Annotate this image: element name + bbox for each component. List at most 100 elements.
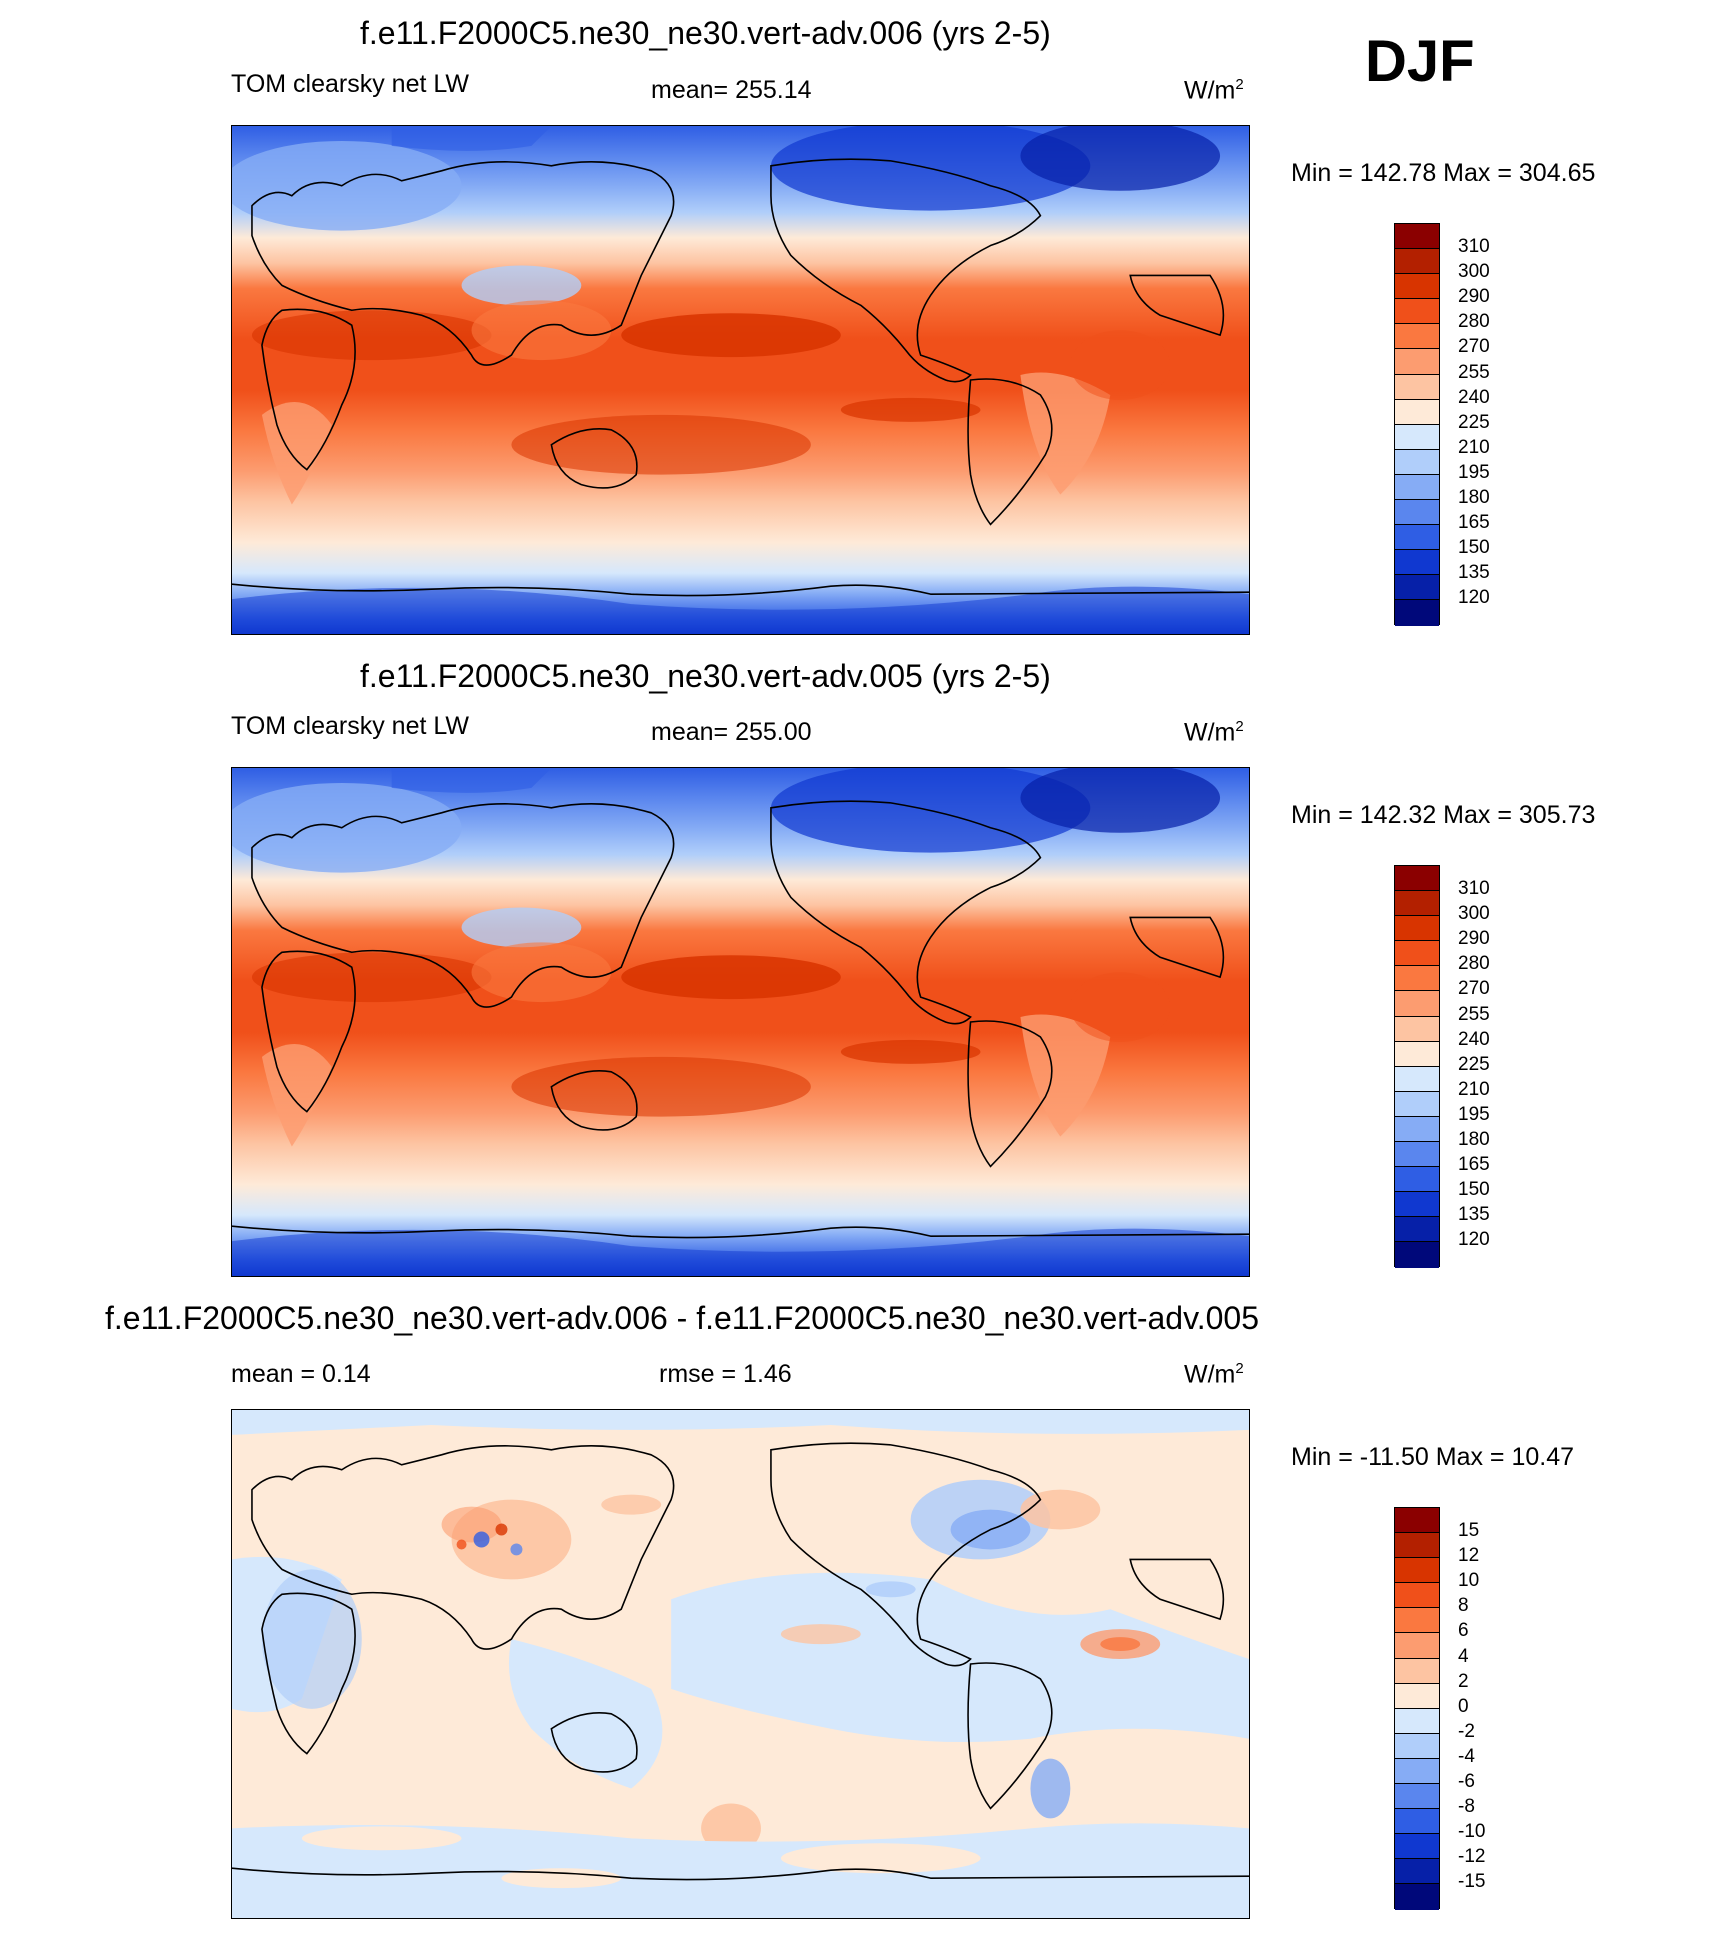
colorbar-tick-label: 240 (1458, 386, 1490, 408)
colorbar-swatch (1395, 1167, 1439, 1193)
colorbar-tick-label: 280 (1458, 953, 1490, 975)
colorbar-tick-label: 195 (1458, 1103, 1490, 1125)
panel1-units: W/m2 (1184, 76, 1244, 105)
colorbar-swatch (1395, 1633, 1439, 1659)
colorbar-tick-label: -15 (1458, 1871, 1486, 1893)
colorbar-swatch (1395, 991, 1439, 1017)
colorbar-swatch (1395, 1683, 1439, 1709)
colorbar-tick-label: 12 (1458, 1545, 1480, 1567)
colorbar-tick-label: 120 (1458, 1229, 1490, 1251)
colorbar-tick-label: 255 (1458, 1003, 1490, 1025)
panel1-colorbar (1394, 223, 1440, 626)
panel1-title: f.e11.F2000C5.ne30_ne30.vert-adv.006 (yr… (360, 15, 1051, 51)
colorbar-swatch (1395, 1758, 1439, 1785)
colorbar-tick-label: 210 (1458, 1078, 1490, 1100)
colorbar-swatch (1395, 1192, 1439, 1218)
panel1-variable-label: TOM clearsky net LW (231, 70, 470, 98)
colorbar-swatch (1395, 1066, 1439, 1092)
colorbar-tick-label: 195 (1458, 461, 1490, 483)
colorbar-tick-label: 255 (1458, 361, 1490, 383)
panel2-mean-label: mean= 255.00 (651, 718, 812, 746)
colorbar-tick-label: -8 (1458, 1796, 1475, 1818)
panel2-minmax: Min = 142.32 Max = 305.73 (1291, 801, 1596, 829)
colorbar-tick-label: 210 (1458, 436, 1490, 458)
colorbar-swatch (1395, 525, 1439, 551)
colorbar-swatch (1395, 941, 1439, 967)
colorbar-tick-label: 6 (1458, 1620, 1469, 1642)
colorbar-swatch (1395, 866, 1439, 892)
colorbar-tick-label: -2 (1458, 1720, 1475, 1742)
colorbar-swatch (1395, 1809, 1439, 1835)
colorbar-tick-label: 280 (1458, 311, 1490, 333)
colorbar-tick-label: -12 (1458, 1846, 1486, 1868)
colorbar-swatch (1395, 1508, 1439, 1534)
colorbar-swatch (1395, 1217, 1439, 1243)
colorbar-tick-label: 150 (1458, 1179, 1490, 1201)
colorbar-tick-label: -4 (1458, 1745, 1475, 1767)
colorbar-swatch (1395, 1583, 1439, 1609)
colorbar-swatch (1395, 1142, 1439, 1168)
colorbar-swatch (1395, 550, 1439, 576)
colorbar-tick-label: 225 (1458, 1053, 1490, 1075)
colorbar-tick-label: 0 (1458, 1695, 1469, 1717)
panel1-minmax: Min = 142.78 Max = 304.65 (1291, 159, 1596, 187)
colorbar-swatch (1395, 966, 1439, 992)
colorbar-swatch (1395, 1091, 1439, 1117)
colorbar-tick-label: 4 (1458, 1645, 1469, 1667)
panel2-variable-label: TOM clearsky net LW (231, 712, 470, 740)
colorbar-tick-label: 165 (1458, 1154, 1490, 1176)
colorbar-swatch (1395, 349, 1439, 375)
panel3-units: W/m2 (1184, 1360, 1244, 1389)
colorbar-tick-label: 150 (1458, 537, 1490, 559)
colorbar-swatch (1395, 424, 1439, 450)
colorbar-tick-label: 310 (1458, 236, 1490, 257)
colorbar-tick-label: 135 (1458, 1204, 1490, 1226)
colorbar-tick-label: -10 (1458, 1821, 1486, 1843)
colorbar-tick-label: 180 (1458, 487, 1490, 508)
panel2-units: W/m2 (1184, 718, 1244, 747)
colorbar-swatch (1395, 224, 1439, 250)
colorbar-tick-label: -6 (1458, 1771, 1475, 1792)
colorbar-tick-label: 290 (1458, 928, 1490, 950)
colorbar-tick-label: 10 (1458, 1570, 1480, 1592)
colorbar-tick-label: 135 (1458, 562, 1490, 584)
colorbar-tick-label: 300 (1458, 261, 1490, 283)
panel2-contour-field (232, 768, 1249, 1276)
colorbar-swatch (1395, 1242, 1439, 1268)
colorbar-swatch (1395, 1884, 1439, 1910)
colorbar-swatch (1395, 1859, 1439, 1885)
panel3-rmse-label: rmse = 1.46 (659, 1360, 792, 1388)
colorbar-swatch (1395, 474, 1439, 501)
colorbar-swatch (1395, 1016, 1439, 1042)
colorbar-swatch (1395, 1834, 1439, 1860)
colorbar-tick-label: 2 (1458, 1670, 1469, 1692)
panel1-mean-label: mean= 255.14 (651, 76, 812, 104)
colorbar-swatch (1395, 374, 1439, 400)
colorbar-swatch (1395, 399, 1439, 425)
colorbar-swatch (1395, 500, 1439, 526)
colorbar-swatch (1395, 299, 1439, 325)
colorbar-swatch (1395, 1708, 1439, 1734)
colorbar-tick-label: 270 (1458, 978, 1490, 1000)
panel3-colorbar (1394, 1507, 1440, 1910)
panel1-contour-field (232, 126, 1249, 634)
colorbar-swatch (1395, 1658, 1439, 1684)
colorbar-tick-label: 120 (1458, 587, 1490, 609)
panel2-colorbar (1394, 865, 1440, 1268)
panel3-map (231, 1409, 1250, 1919)
colorbar-swatch (1395, 1116, 1439, 1143)
panel1-map (231, 125, 1250, 635)
colorbar-tick-label: 240 (1458, 1028, 1490, 1050)
panel3-mean-label: mean = 0.14 (231, 1360, 371, 1388)
panel2-map (231, 767, 1250, 1277)
colorbar-swatch (1395, 891, 1439, 917)
panel3-minmax: Min = -11.50 Max = 10.47 (1291, 1443, 1575, 1471)
colorbar-tick-label: 290 (1458, 286, 1490, 308)
panel3-title: f.e11.F2000C5.ne30_ne30.vert-adv.006 - f… (105, 1300, 1259, 1336)
panel2-title: f.e11.F2000C5.ne30_ne30.vert-adv.005 (yr… (360, 658, 1051, 694)
colorbar-swatch (1395, 1784, 1439, 1810)
colorbar-tick-label: 180 (1458, 1129, 1490, 1150)
season-label: DJF (1365, 29, 1475, 94)
colorbar-tick-label: 15 (1458, 1520, 1480, 1541)
colorbar-tick-label: 300 (1458, 903, 1490, 925)
